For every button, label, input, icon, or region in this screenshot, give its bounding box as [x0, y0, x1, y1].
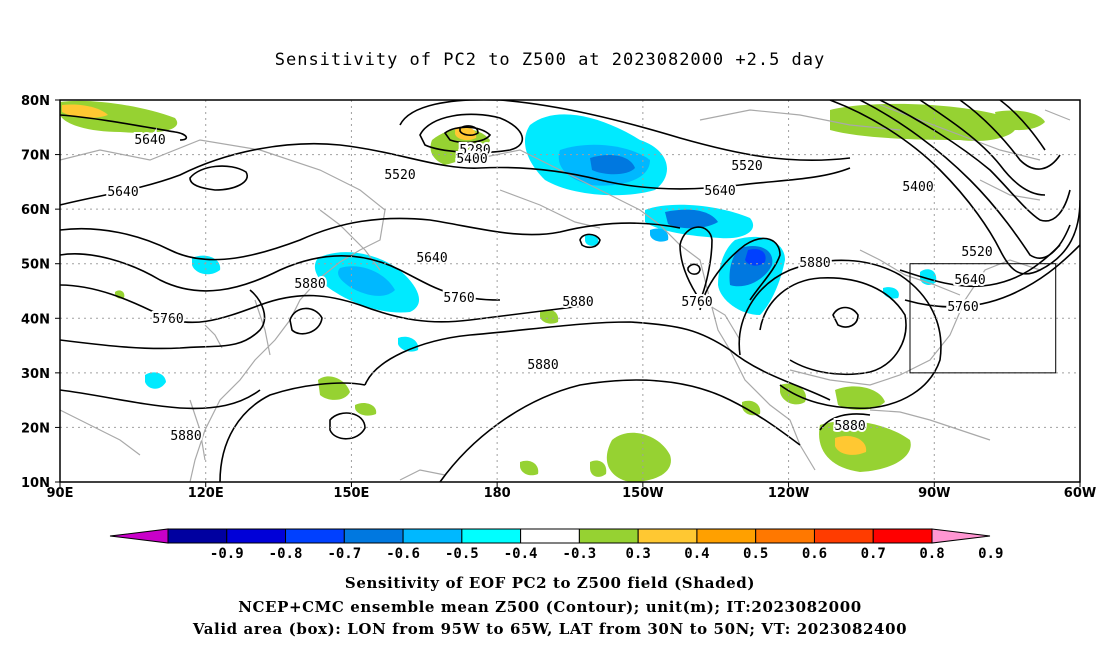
colorbar-swatch: [167, 528, 228, 544]
contour-label: 5640: [134, 133, 165, 148]
caption-contour: NCEP+CMC ensemble mean Z500 (Contour); u…: [238, 598, 862, 616]
contour-label-5760-west: 5760: [152, 312, 183, 327]
colorbar-swatch: [813, 528, 874, 544]
colorbar-swatch: [872, 528, 933, 544]
colorbar-label: -0.3: [563, 546, 597, 562]
longitude-label: 120W: [768, 486, 809, 501]
z500-contours: [60, 100, 1080, 482]
colorbar-label: 0.4: [684, 546, 709, 562]
colorbar-label: 0.9: [978, 546, 1003, 562]
caption-valid-area: Valid area (box): LON from 95W to 65W, L…: [192, 620, 908, 638]
contour-labels: 5640 5280 5400 5520 5640 5520 5640 5400 …: [105, 131, 994, 446]
colorbar-label: -0.7: [327, 546, 361, 562]
contour-label: 5400: [456, 152, 487, 167]
colorbar-swatch: [285, 528, 345, 544]
contour-label: 5880: [294, 277, 325, 292]
longitude-label: 90W: [918, 486, 950, 501]
colorbar-label: 0.7: [861, 546, 886, 562]
contour-label: 5760: [681, 295, 712, 310]
longitude-axis-labels: 90E 120E 150E 180 150W 120W 90W 60W: [47, 482, 1096, 501]
latitude-label: 80N: [21, 94, 50, 109]
colorbar-swatch: [520, 528, 580, 544]
gridlines: [60, 100, 1080, 482]
colorbar: -0.9 -0.8 -0.7 -0.6 -0.5 -0.4 -0.3 0.3 0.4 0.5 0.6…: [109, 528, 1003, 562]
contour-label: 5520: [384, 168, 415, 183]
colorbar-label: 0.5: [743, 546, 768, 562]
coastlines: [60, 104, 1071, 482]
colorbar-swatch: [578, 528, 639, 544]
map-frame: [59, 99, 1081, 483]
colorbar-label: -0.5: [445, 546, 479, 562]
contour-label: 5880: [527, 358, 558, 373]
contour-label: 5640: [107, 185, 138, 200]
colorbar-swatch: [461, 528, 522, 544]
latitude-label: 60N: [21, 203, 50, 218]
page-title: Sensitivity of PC2 to Z500 at 2023082000…: [274, 50, 826, 70]
contour-label: 5520: [731, 159, 762, 174]
colorbar-swatch: [226, 528, 287, 544]
contour-label: 5640: [954, 273, 985, 288]
contour-label: 5760: [443, 291, 474, 306]
latitude-label: 50N: [21, 258, 50, 273]
colorbar-label: 0.6: [802, 546, 827, 562]
colorbar-swatch: [755, 528, 815, 544]
longitude-label: 180: [484, 486, 511, 501]
colorbar-label: -0.9: [210, 546, 244, 562]
latitude-label: 10N: [21, 476, 50, 491]
longitude-label: 60W: [1064, 486, 1096, 501]
colorbar-swatch: [696, 528, 757, 544]
colorbar-swatch: [402, 528, 463, 544]
valid-area-box: [909, 263, 1057, 374]
latitude-label: 30N: [21, 367, 50, 382]
contour-label: 5640: [704, 184, 735, 199]
negative-sensitivity-shading: [145, 114, 937, 389]
contour-label: 5880: [562, 295, 593, 310]
contour-label: 5640: [416, 251, 447, 266]
colorbar-high-arrow: [931, 528, 991, 544]
colorbar-label: -0.4: [504, 546, 538, 562]
latitude-label: 20N: [21, 421, 50, 436]
longitude-label: 150E: [333, 486, 369, 501]
colorbar-swatch: [343, 528, 404, 544]
colorbar-label: 0.8: [919, 546, 944, 562]
longitude-label: 120E: [188, 486, 224, 501]
colorbar-label: -0.8: [269, 546, 303, 562]
contour-label: 5760: [947, 300, 978, 315]
contour-label: 5880: [834, 419, 865, 434]
contour-label: 5280: [459, 143, 490, 158]
contour-label: 5880: [799, 256, 830, 271]
colorbar-swatch: [637, 528, 698, 544]
latitude-axis-labels: 80N 70N 60N 50N 40N 30N 20N 10N: [21, 94, 60, 491]
colorbar-label: 0.3: [626, 546, 651, 562]
contour-label: 5880: [170, 429, 201, 444]
latitude-label: 40N: [21, 312, 50, 327]
colorbar-low-arrow: [109, 528, 169, 544]
colorbar-label: -0.6: [386, 546, 420, 562]
longitude-label: 90E: [47, 486, 74, 501]
longitude-label: 150W: [622, 486, 663, 501]
caption-shading: Sensitivity of EOF PC2 to Z500 field (Sh…: [344, 574, 756, 592]
latitude-label: 70N: [21, 149, 50, 164]
contour-label: 5520: [961, 245, 992, 260]
contour-label: 5400: [902, 180, 933, 195]
